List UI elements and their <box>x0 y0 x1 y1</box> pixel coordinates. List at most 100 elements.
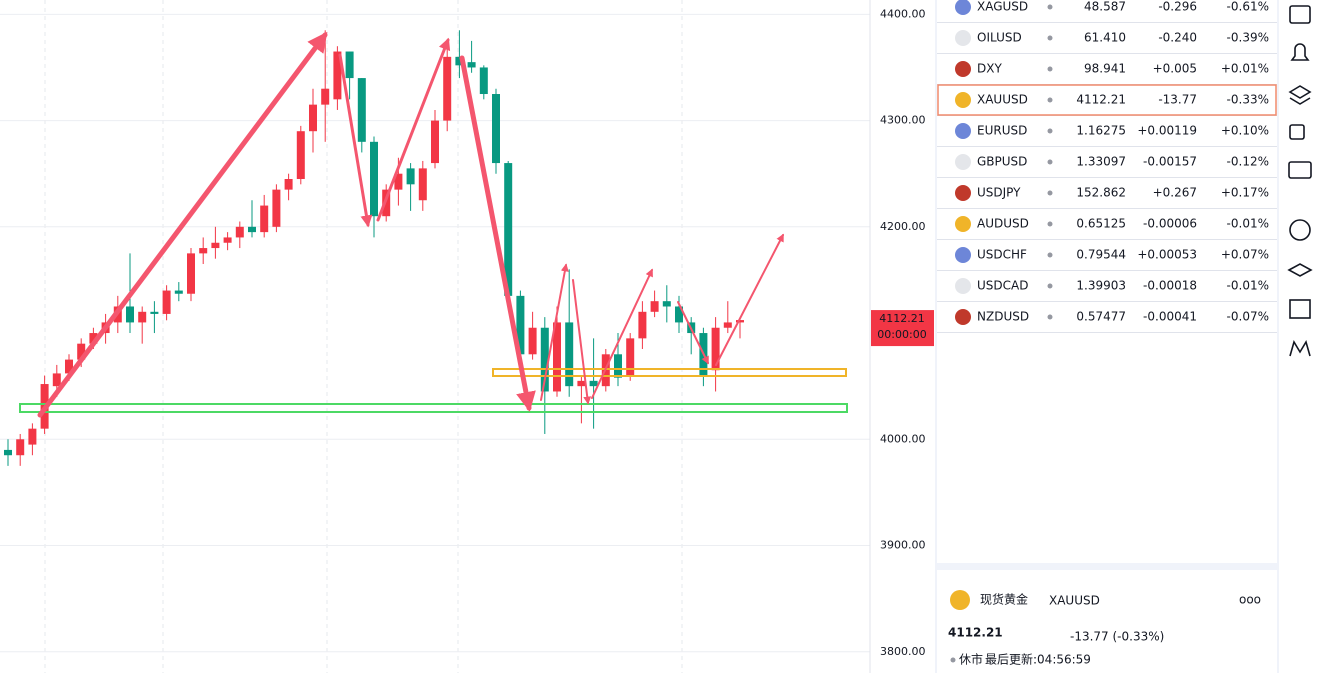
row-symbol: XAGUSD <box>977 0 1028 14</box>
row-dot <box>1047 314 1053 320</box>
candle-body <box>321 88 330 105</box>
candle-body <box>711 327 720 371</box>
toolbar <box>1287 5 1313 357</box>
row-percent: +0.17% <box>1221 186 1269 200</box>
watch-row[interactable]: USDCHF 0.79544 +0.00053 +0.07% <box>977 248 1269 262</box>
y-tick-label: 3800.00 <box>880 645 926 658</box>
candle-body <box>504 163 513 296</box>
candle-body <box>492 94 500 164</box>
candle-body <box>589 380 598 387</box>
watch-row[interactable]: DXY 98.941 +0.005 +0.01% <box>977 62 1269 76</box>
row-symbol: USDCHF <box>977 248 1027 262</box>
candle-body <box>357 78 366 142</box>
row-percent: -0.39% <box>1227 31 1269 45</box>
candle-body <box>455 56 464 66</box>
row-change: +0.00053 <box>1137 248 1197 262</box>
watch-row[interactable]: EURUSD 1.16275 +0.00119 +0.10% <box>977 124 1269 138</box>
candle-body <box>4 449 12 456</box>
flag-icon <box>955 61 971 77</box>
row-price: 152.862 <box>1076 186 1126 200</box>
candle-body <box>162 290 171 314</box>
row-symbol: NZDUSD <box>977 310 1029 324</box>
candle-body <box>418 168 427 201</box>
y-tick-label: 3900.00 <box>880 539 926 552</box>
row-symbol: OILUSD <box>977 31 1022 45</box>
row-percent: -0.61% <box>1227 0 1269 14</box>
row-dot <box>1047 190 1053 196</box>
layers-icon[interactable] <box>1288 85 1312 105</box>
candle-body <box>577 380 586 387</box>
watch-row[interactable]: USDJPY 152.862 +0.267 +0.17% <box>977 186 1269 200</box>
candle-body <box>65 359 73 374</box>
row-change: -0.296 <box>1158 0 1197 14</box>
watchlist-bg <box>937 0 1277 563</box>
candle-body <box>235 226 244 238</box>
trend-arrow <box>338 53 373 228</box>
watch-row[interactable]: XAUUSD 4112.21 -13.77 -0.33% <box>977 93 1269 107</box>
row-dot <box>1047 4 1053 10</box>
row-change: -0.00018 <box>1143 279 1197 293</box>
chat-icon[interactable] <box>1288 161 1312 179</box>
row-symbol: XAUUSD <box>977 93 1028 107</box>
row-dot <box>1047 128 1053 134</box>
watch-row[interactable]: AUDUSD 0.65125 -0.00006 -0.01% <box>977 217 1269 231</box>
row-change: -0.00006 <box>1143 217 1197 231</box>
flag-icon <box>955 30 971 46</box>
watch-row[interactable]: XAGUSD 48.587 -0.296 -0.61% <box>977 0 1269 14</box>
candle-body <box>736 320 744 323</box>
row-dot <box>1047 283 1053 289</box>
target-icon[interactable] <box>1289 219 1311 241</box>
row-change: -13.77 <box>1158 93 1197 107</box>
row-dot <box>1047 159 1053 165</box>
row-symbol: AUDUSD <box>977 217 1029 231</box>
y-tick-label: 4200.00 <box>880 220 926 233</box>
candle-body <box>89 333 98 344</box>
row-dot <box>1047 252 1053 258</box>
candle-body <box>187 253 195 294</box>
row-dot <box>1047 221 1053 227</box>
table-icon[interactable] <box>1289 299 1311 319</box>
flag-icon <box>955 0 971 15</box>
row-change: -0.00157 <box>1143 155 1197 169</box>
detail-symbol: XAUUSD <box>1049 594 1100 608</box>
watch-row[interactable]: NZDUSD 0.57477 -0.00041 -0.07% <box>977 310 1269 324</box>
trend-arrow <box>459 55 536 412</box>
learn-icon[interactable] <box>1287 263 1313 277</box>
video-icon[interactable] <box>1289 124 1305 140</box>
candle-body <box>126 306 134 323</box>
watch-row[interactable]: USDCAD 1.39903 -0.00018 -0.01% <box>977 279 1269 293</box>
candle-body <box>150 311 159 314</box>
more-button[interactable]: ooo <box>1239 593 1261 607</box>
wallet-icon[interactable] <box>1289 5 1311 24</box>
row-symbol: USDCAD <box>977 279 1028 293</box>
row-symbol: DXY <box>977 62 1002 76</box>
candle-body <box>52 373 61 387</box>
watch-row[interactable]: OILUSD 61.410 -0.240 -0.39% <box>977 31 1269 45</box>
detail-updated: 最后更新:04:56:59 <box>985 652 1091 667</box>
trend-arrow <box>37 31 328 418</box>
row-symbol: GBPUSD <box>977 155 1027 169</box>
row-percent: -0.01% <box>1227 279 1269 293</box>
detail-name: 现货黄金 <box>980 592 1028 607</box>
map-icon[interactable] <box>1289 340 1311 357</box>
resistance-box <box>492 368 847 377</box>
flag-icon <box>955 309 971 325</box>
candle-body <box>540 327 549 392</box>
candle-body <box>272 189 281 227</box>
candle-body <box>77 343 86 360</box>
y-tick-label: 4000.00 <box>880 432 926 445</box>
grid <box>0 0 870 673</box>
row-dot <box>1047 35 1053 41</box>
row-change: +0.267 <box>1153 186 1197 200</box>
alert-icon[interactable] <box>1290 43 1310 61</box>
row-symbol: EURUSD <box>977 124 1027 138</box>
watch-row[interactable]: GBPUSD 1.33097 -0.00157 -0.12% <box>977 155 1269 169</box>
candle-body <box>394 173 403 190</box>
row-selected <box>937 84 1277 116</box>
row-price: 61.410 <box>1084 31 1126 45</box>
row-percent: +0.01% <box>1221 62 1269 76</box>
trend-arrow <box>376 37 451 222</box>
flag-icon <box>955 154 971 170</box>
